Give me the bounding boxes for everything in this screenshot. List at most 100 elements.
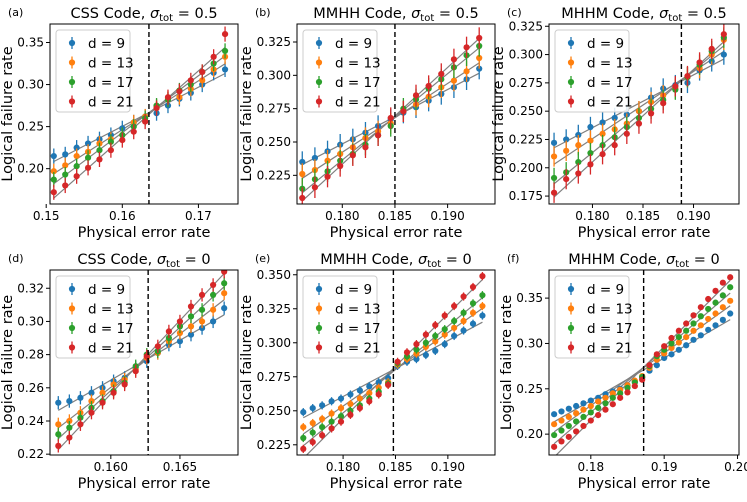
y-tick-label: 0.28 <box>17 348 44 362</box>
y-tick-label: 0.175 <box>509 189 543 203</box>
fit-line <box>53 47 226 199</box>
data-point <box>143 353 150 360</box>
data-point <box>720 51 727 58</box>
data-point <box>587 137 594 144</box>
panel-title: MHHM Code, σtot = 0 <box>568 252 720 270</box>
data-point <box>563 136 570 143</box>
data-point <box>565 422 572 430</box>
data-point <box>602 400 609 407</box>
data-point <box>639 376 646 383</box>
legend-marker <box>567 324 575 332</box>
plot-area <box>55 270 228 453</box>
y-axis-label: Logical failure rate <box>0 295 16 430</box>
data-point <box>587 149 594 157</box>
data-point <box>573 418 580 425</box>
data-point <box>221 47 229 55</box>
legend-marker <box>567 98 575 105</box>
data-point <box>356 395 363 402</box>
series-d21 <box>550 24 727 203</box>
legend-label: d = 9 <box>335 282 372 298</box>
title-subscript: tot <box>159 13 173 24</box>
legend-marker <box>68 305 76 312</box>
data-point <box>73 152 80 160</box>
data-point <box>661 354 668 362</box>
data-point <box>198 306 206 313</box>
data-point <box>130 128 137 135</box>
panel-title: CSS Code, σtot = 0 <box>77 252 210 270</box>
data-point <box>50 152 57 160</box>
y-axis-label: Logical failure rate <box>499 295 515 430</box>
data-point <box>88 389 95 396</box>
legend: d = 9 d = 13 d = 17 d = 21 <box>554 29 633 113</box>
data-point <box>198 318 206 325</box>
legend-label: d = 17 <box>88 75 134 91</box>
data-point <box>187 331 195 338</box>
data-point <box>154 343 161 350</box>
data-point <box>675 339 682 346</box>
title-sigma-value: 0 <box>711 252 720 268</box>
data-point <box>438 70 445 78</box>
data-point <box>712 310 719 317</box>
y-axis-label: Logical failure rate <box>239 46 255 181</box>
series-d21 <box>50 26 229 200</box>
data-point <box>121 381 128 388</box>
legend-marker <box>68 324 76 332</box>
data-point <box>400 108 407 115</box>
data-point <box>356 404 363 412</box>
plot-area <box>50 26 229 200</box>
data-point <box>319 402 326 409</box>
y-tick-label: 0.25 <box>17 120 44 134</box>
title-sigma: σ <box>150 6 160 22</box>
data-point <box>683 327 690 334</box>
legend-marker <box>68 344 76 351</box>
legend-label: d = 9 <box>335 36 372 52</box>
data-point <box>62 162 69 169</box>
plot-area <box>551 274 734 455</box>
data-point <box>221 305 228 312</box>
legend-marker <box>567 305 575 312</box>
title-sigma-value: 0 <box>463 252 472 268</box>
data-point <box>580 400 587 407</box>
legend-label: d = 17 <box>587 321 633 337</box>
x-tick-label: 0.19 <box>651 460 678 474</box>
data-point <box>394 358 401 365</box>
data-point <box>96 156 103 163</box>
data-point <box>697 313 704 320</box>
legend-label: d = 21 <box>587 95 633 111</box>
legend-marker <box>567 39 575 47</box>
data-point <box>210 318 217 325</box>
data-point <box>599 119 606 126</box>
data-point <box>684 72 691 80</box>
data-point <box>187 77 194 84</box>
y-tick-label: 0.250 <box>257 135 291 149</box>
data-point <box>99 389 106 396</box>
data-point <box>441 341 448 348</box>
legend: d = 9 d = 13 d = 17 d = 21 <box>55 29 134 113</box>
x-tick-label: 0.185 <box>626 209 660 223</box>
data-point <box>469 309 477 316</box>
legend: d = 9 d = 13 d = 17 d = 21 <box>302 29 381 113</box>
data-point <box>299 194 306 202</box>
data-point <box>550 139 558 146</box>
x-axis-label: Physical error rate <box>330 476 463 492</box>
legend-marker <box>68 78 76 86</box>
data-point <box>624 389 631 396</box>
data-point <box>119 136 126 144</box>
legend-label: d = 13 <box>335 56 381 72</box>
data-point <box>602 406 609 413</box>
title-code: CSS Code <box>77 252 147 268</box>
data-point <box>587 161 594 168</box>
data-point <box>309 438 316 446</box>
data-point <box>697 332 704 339</box>
series-d21 <box>300 272 486 453</box>
panel-letter: (b) <box>255 6 271 19</box>
data-point <box>469 283 477 291</box>
panel-a: 0.15 0.16 0.17 0.20 0.25 0.30 0.35 Physical err… <box>0 6 239 241</box>
legend-marker <box>315 285 323 293</box>
data-point <box>328 398 335 405</box>
data-point <box>469 320 477 327</box>
y-tick-label: 0.30 <box>516 336 543 350</box>
y-axis-label: Logical failure rate <box>491 46 507 181</box>
legend-label: d = 13 <box>335 302 381 318</box>
legend: d = 9 d = 13 d = 17 d = 21 <box>302 275 381 359</box>
